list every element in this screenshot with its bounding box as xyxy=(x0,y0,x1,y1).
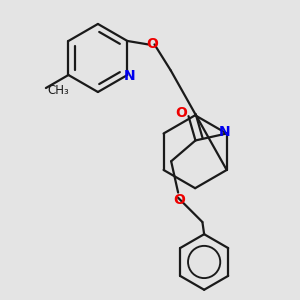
Text: O: O xyxy=(173,193,185,207)
Text: N: N xyxy=(123,69,135,83)
Text: CH₃: CH₃ xyxy=(48,84,69,97)
Text: O: O xyxy=(146,38,158,51)
Text: N: N xyxy=(219,125,231,140)
Text: O: O xyxy=(175,106,187,120)
